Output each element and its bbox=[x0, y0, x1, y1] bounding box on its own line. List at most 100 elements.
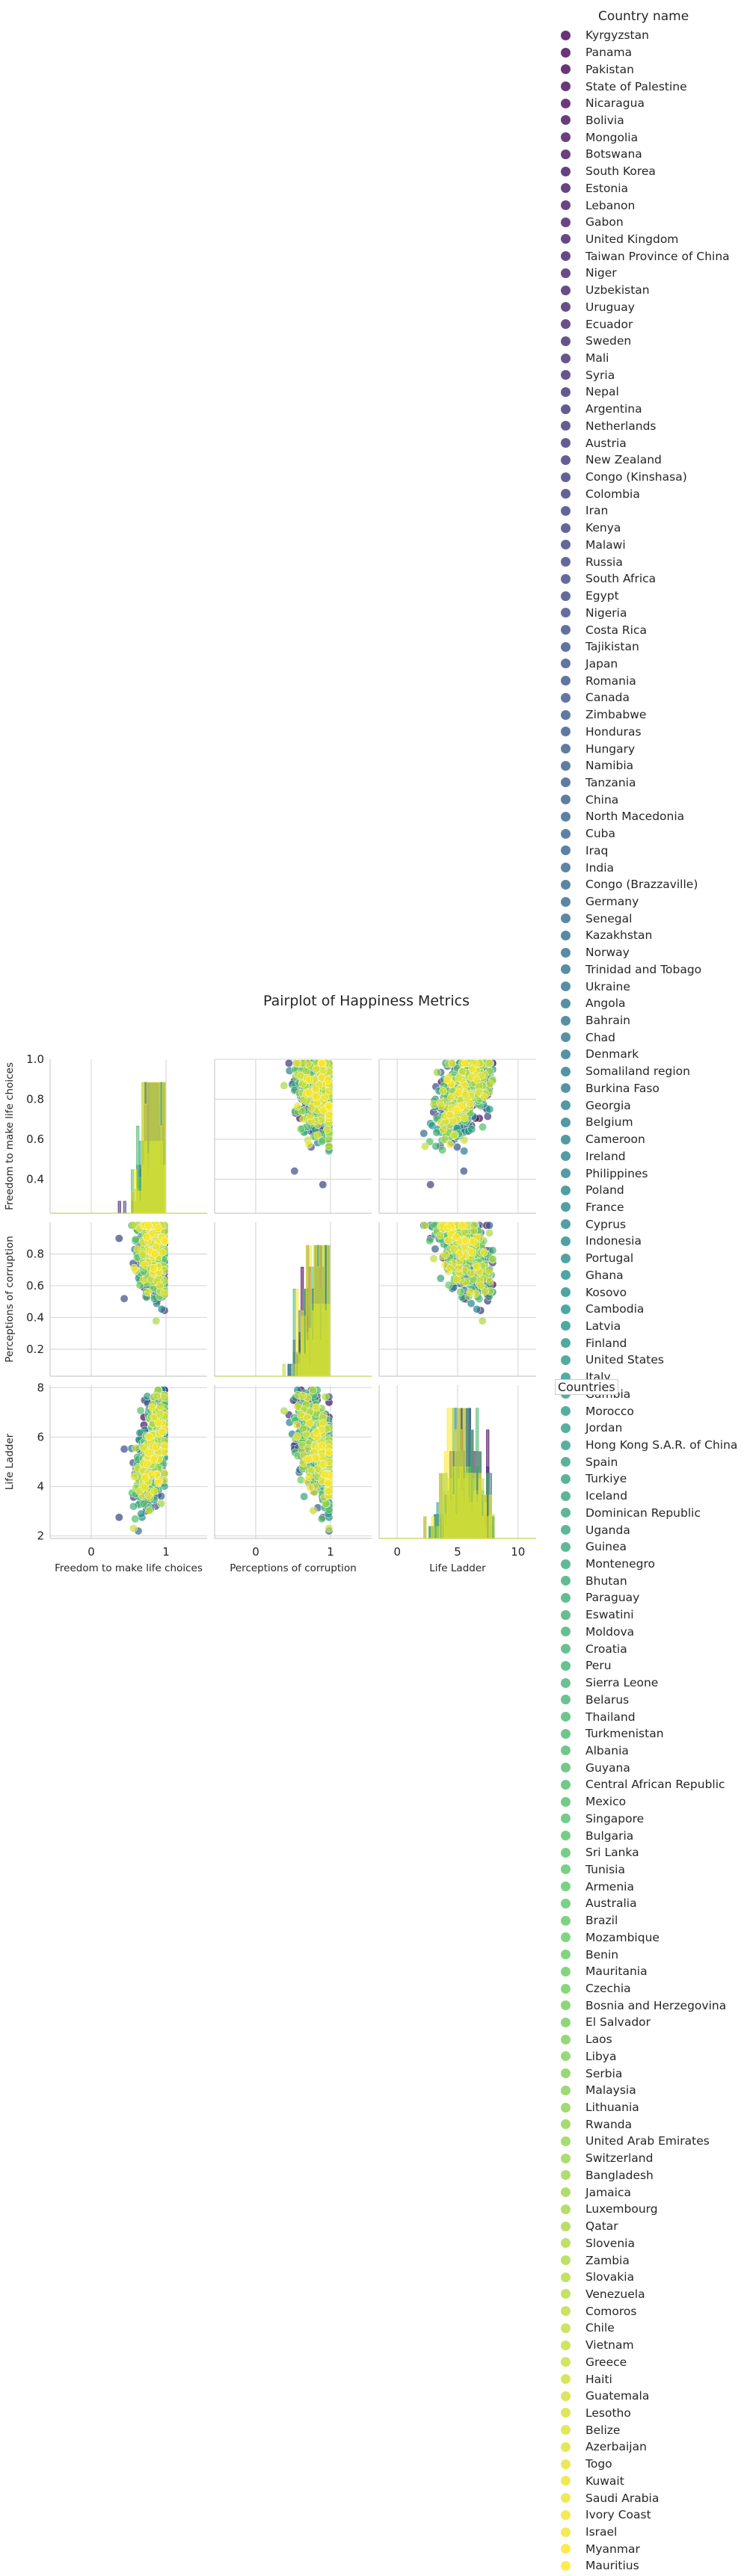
scatter-point bbox=[478, 1316, 487, 1325]
legend-item: Bulgaria bbox=[561, 1827, 737, 1844]
legend-label: Czechia bbox=[585, 1982, 631, 1996]
legend-label: Poland bbox=[585, 1183, 624, 1198]
scatter-point bbox=[141, 1483, 150, 1492]
scatter-point bbox=[300, 1492, 309, 1501]
scatter-point bbox=[144, 1506, 153, 1515]
legend-label: Lithuania bbox=[585, 2101, 639, 2115]
legend-marker-icon bbox=[561, 1406, 571, 1417]
legend-marker-icon bbox=[561, 641, 571, 652]
scatter-point bbox=[485, 1059, 494, 1067]
legend-label: Panama bbox=[585, 46, 633, 60]
legend-label: Ukraine bbox=[585, 979, 630, 993]
legend-marker-icon bbox=[561, 1779, 571, 1790]
legend-label: Congo (Brazzaville) bbox=[585, 878, 698, 892]
legend-item: Turkiye bbox=[561, 1470, 737, 1488]
legend-marker-icon bbox=[561, 676, 571, 686]
legend-item: El Salvador bbox=[561, 2014, 737, 2031]
legend-item: Benin bbox=[561, 1946, 737, 1963]
scatter-point bbox=[483, 1112, 492, 1121]
legend-item: Uganda bbox=[561, 1521, 737, 1538]
legend-label: Central African Republic bbox=[585, 1778, 725, 1792]
scatter-point bbox=[421, 1221, 429, 1230]
legend-label: Ireland bbox=[585, 1149, 626, 1163]
legend-label: Argentina bbox=[585, 402, 642, 416]
legend-label: Romania bbox=[585, 674, 636, 688]
scatter-point bbox=[304, 1473, 313, 1481]
scatter-point bbox=[305, 1418, 314, 1427]
scatter-point bbox=[458, 1101, 467, 1110]
legend-label: Colombia bbox=[585, 487, 640, 501]
legend-label: Albania bbox=[585, 1743, 629, 1757]
legend-label: Tanzania bbox=[585, 775, 636, 789]
legend-marker-icon bbox=[561, 302, 571, 312]
scatter-point bbox=[473, 1304, 482, 1313]
legend-label: Mauritania bbox=[585, 1965, 648, 1979]
legend-item: Lebanon bbox=[561, 197, 737, 214]
legend-item: New Zealand bbox=[561, 452, 737, 469]
scatter-point bbox=[485, 1221, 494, 1230]
legend-label: Uganda bbox=[585, 1523, 630, 1537]
histogram-series bbox=[50, 1082, 207, 1214]
legend-label: Pakistan bbox=[585, 62, 634, 76]
scatter-point bbox=[160, 1469, 169, 1478]
legend-item: Poland bbox=[561, 1182, 737, 1199]
x-tick-label: 0 bbox=[393, 1545, 401, 1559]
histogram-series bbox=[50, 1141, 207, 1214]
scatter-point bbox=[280, 1081, 289, 1090]
legend-marker-icon bbox=[561, 353, 571, 363]
legend-item: Guyana bbox=[561, 1759, 737, 1776]
legend-item: Congo (Brazzaville) bbox=[561, 876, 737, 893]
legend-label: Paraguay bbox=[585, 1591, 640, 1605]
scatter-point bbox=[160, 1441, 169, 1450]
legend-item: Jordan bbox=[561, 1420, 737, 1437]
x-axis-label: Freedom to make life choices bbox=[55, 1562, 203, 1574]
legend: Kyrgyzstan Panama Pakistan State of Palesti… bbox=[561, 27, 737, 2575]
legend-label: Croatia bbox=[585, 1642, 627, 1656]
scatter-point bbox=[431, 1245, 440, 1254]
legend-marker-icon bbox=[561, 760, 571, 771]
legend-marker-icon bbox=[561, 489, 571, 499]
legend-label: Finland bbox=[585, 1336, 627, 1350]
scatter-point bbox=[284, 1059, 293, 1067]
scatter-point bbox=[460, 1114, 469, 1122]
scatter-point bbox=[318, 1059, 326, 1068]
scatter-point bbox=[455, 1249, 464, 1258]
y-tick-label: 0.4 bbox=[26, 1173, 44, 1186]
legend-marker-icon bbox=[561, 930, 571, 940]
scatter-point bbox=[468, 1248, 476, 1257]
y-tick-label: 0.8 bbox=[26, 1093, 44, 1106]
scatter-point bbox=[448, 1059, 457, 1067]
scatter-point bbox=[150, 1487, 159, 1496]
legend-marker-icon bbox=[561, 964, 571, 975]
scatter-point bbox=[152, 1316, 161, 1325]
legend-marker-icon bbox=[561, 1814, 571, 1824]
legend-label: Brazil bbox=[585, 1914, 618, 1928]
scatter-point bbox=[473, 1075, 481, 1084]
scatter-point bbox=[458, 1221, 467, 1230]
legend-item: Sierra Leone bbox=[561, 1674, 737, 1692]
scatter-point bbox=[488, 1246, 497, 1255]
y-tick-label: 0.6 bbox=[26, 1133, 44, 1146]
legend-label: Singapore bbox=[585, 1811, 645, 1825]
legend-item: Tunisia bbox=[561, 1861, 737, 1879]
panel-1-0 bbox=[49, 1221, 207, 1377]
scatter-point bbox=[149, 1263, 158, 1272]
scatter-point bbox=[306, 1112, 315, 1121]
legend-marker-icon bbox=[561, 1660, 571, 1671]
legend-label: Malaysia bbox=[585, 2083, 636, 2098]
legend-marker-icon bbox=[561, 98, 571, 108]
legend-item: United Kingdom bbox=[561, 231, 737, 248]
legend-item: Niger bbox=[561, 265, 737, 282]
legend-label: South Korea bbox=[585, 164, 656, 179]
legend-item: Malawi bbox=[561, 537, 737, 554]
legend-marker-icon bbox=[561, 1473, 571, 1484]
scatter-point bbox=[156, 1281, 165, 1290]
x-tick-label: 5 bbox=[454, 1545, 461, 1559]
legend-item: Philippines bbox=[561, 1165, 737, 1182]
scatter-point bbox=[443, 1224, 452, 1233]
legend-item: United States bbox=[561, 1352, 737, 1369]
legend-item: Mauritania bbox=[561, 1963, 737, 1980]
legend-label: Cuba bbox=[585, 827, 615, 841]
scatter-point bbox=[461, 1236, 470, 1245]
scatter-point bbox=[479, 1248, 488, 1257]
